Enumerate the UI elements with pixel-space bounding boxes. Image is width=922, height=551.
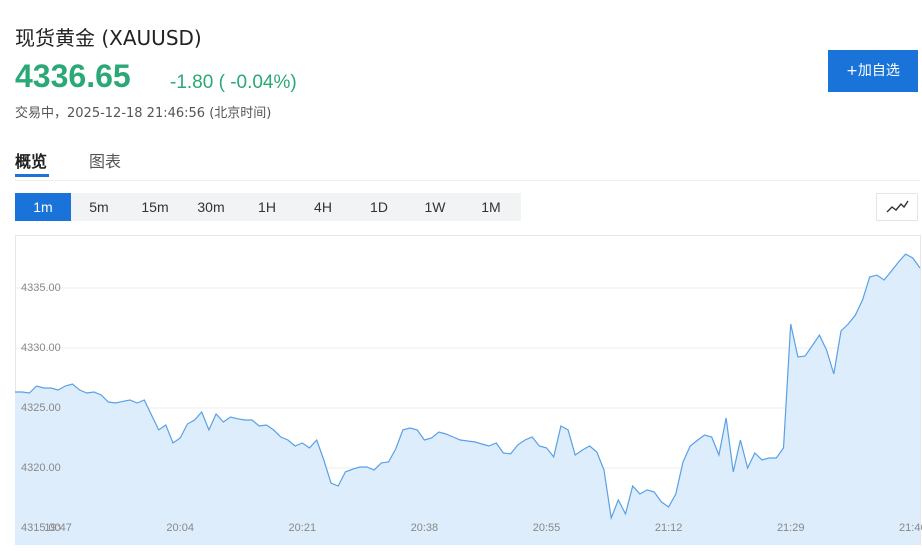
- y-tick-label: 4330.00: [21, 342, 61, 354]
- y-tick-label: 4315.00: [21, 522, 61, 534]
- x-tick-label: 20:55: [533, 522, 561, 534]
- chart-icon: [886, 200, 909, 213]
- status: 交易中，2025-12-18 21:46:56 (北京时间): [15, 106, 272, 121]
- period-button[interactable]: 1D: [370, 199, 388, 215]
- add-watchlist-button[interactable]: +加自选: [828, 50, 918, 92]
- tab-underline: [15, 174, 49, 177]
- area: [15, 254, 920, 545]
- period-button[interactable]: 1H: [258, 199, 276, 215]
- period-button[interactable]: 15m: [141, 199, 169, 215]
- x-tick-label: 19:47: [44, 522, 72, 534]
- period-bar: [15, 193, 521, 221]
- x-tick-label: 21:29: [777, 522, 805, 534]
- y-tick-label: 4320.00: [21, 462, 61, 474]
- title: 现货黄金 (XAUUSD): [15, 26, 202, 50]
- period-button[interactable]: 1W: [424, 199, 446, 215]
- y-tick-label: 4335.00: [21, 282, 61, 294]
- separator: [15, 180, 920, 181]
- chart-type-button[interactable]: [876, 193, 918, 221]
- y-tick-label: 4325.00: [21, 402, 61, 414]
- x-tick-label: 20:21: [289, 522, 317, 534]
- price: 4336.65: [15, 58, 131, 94]
- period-button[interactable]: 1m: [15, 193, 71, 221]
- period-button[interactable]: 4H: [314, 199, 332, 215]
- x-tick-label: 21:12: [655, 522, 683, 534]
- x-tick-label: 21:46: [899, 522, 922, 534]
- period-button[interactable]: 5m: [89, 199, 109, 215]
- tab[interactable]: 概览: [15, 152, 48, 171]
- period-button[interactable]: 30m: [197, 199, 225, 215]
- x-tick-label: 20:04: [166, 522, 194, 534]
- x-tick-label: 20:38: [411, 522, 439, 534]
- period-button[interactable]: 1M: [481, 199, 501, 215]
- line: [15, 253, 921, 521]
- change: -1.80 ( -0.04%): [170, 72, 297, 93]
- tab[interactable]: 图表: [89, 152, 122, 171]
